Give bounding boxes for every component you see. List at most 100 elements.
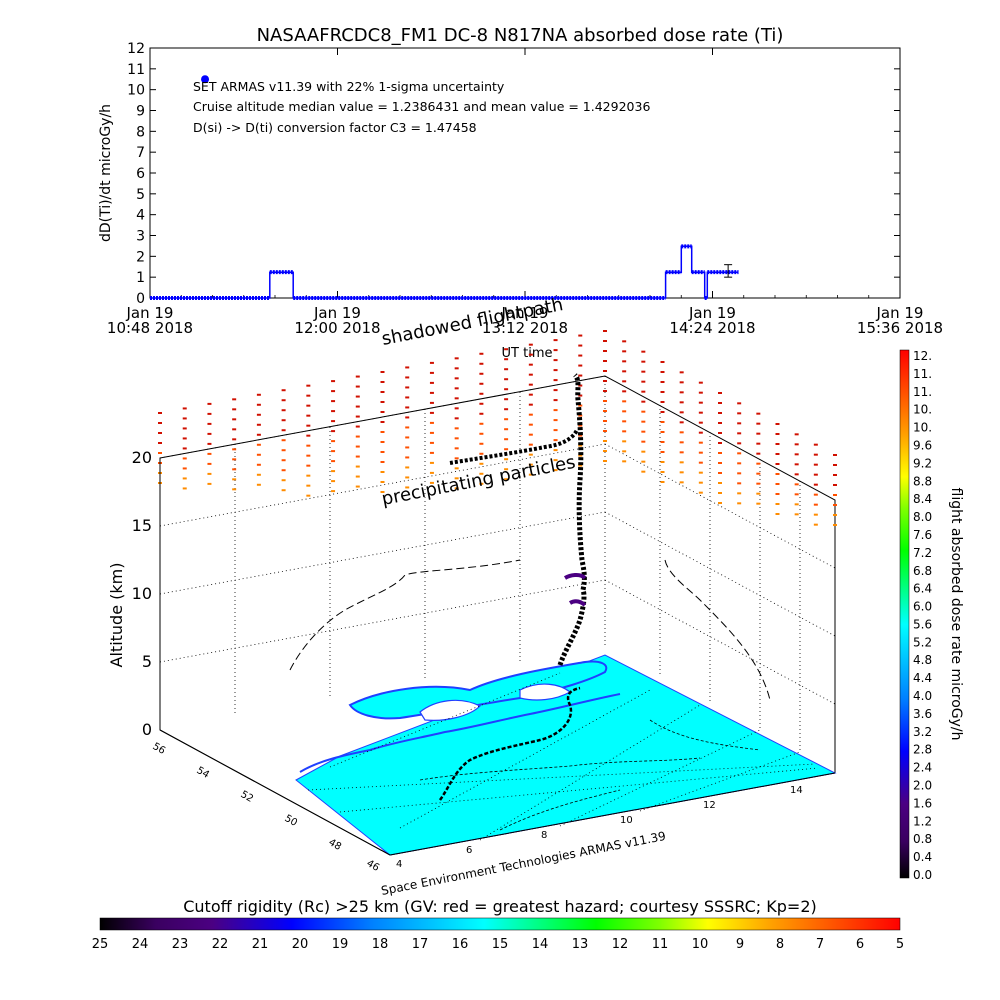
- latitude-tick-54: 54: [195, 765, 212, 781]
- cutoff-rigidity-tick: 22: [212, 937, 229, 952]
- altitude-10-right-gridline: [604, 511, 836, 637]
- longitude-tick-8: 8: [541, 830, 547, 841]
- particle-column: [504, 348, 509, 481]
- cutoff-rigidity-tick: 19: [332, 937, 349, 952]
- map-floor: [295, 654, 837, 856]
- particle-column: [775, 423, 780, 515]
- dose-rate-colorbar-tick: 2.8: [913, 743, 932, 757]
- annotation-line-3: D(si) -> D(ti) conversion factor C3 = 1.…: [193, 120, 477, 135]
- y-tick-label-4: 4: [136, 208, 145, 224]
- cutoff-rigidity-tick: 15: [492, 937, 509, 952]
- cutoff-rigidity-labels: 25 24 23 22 21 20 19 18 17 16 15 14 13 12 11 10 9 8 7 6 5: [92, 937, 904, 952]
- dose-rate-colorbar-tick: 5.2: [913, 635, 932, 649]
- cutoff-rigidity-tick: 7: [816, 937, 824, 952]
- cutoff-rigidity-title: Cutoff rigidity (Rc) >25 km (GV: red = g…: [183, 897, 817, 916]
- particle-column: [679, 371, 684, 484]
- particle-column: [331, 380, 336, 493]
- particle-column: [737, 402, 742, 505]
- dose-rate-colorbar-tick: 9.2: [913, 456, 932, 470]
- particle-column: [794, 433, 799, 516]
- cutoff-rigidity-tick: 21: [252, 937, 269, 952]
- dose-rate-colorbar-tick: 9.6: [913, 438, 932, 452]
- cutoff-rigidity-tick: 18: [372, 937, 389, 952]
- legend-marker: [201, 75, 210, 84]
- particle-column: [281, 389, 286, 492]
- cutoff-rigidity-tick: 12: [612, 937, 629, 952]
- cutoff-rigidity-tick: 20: [292, 937, 309, 952]
- dose-rate-colorbar-tick: 8.4: [913, 492, 932, 506]
- x-tick-label-time-4: 15:36 2018: [857, 319, 943, 337]
- dose-rate-colorbar-tick: 10.: [913, 403, 932, 417]
- x-tick-label-time-1: 12:00 2018: [294, 319, 380, 337]
- dose-rate-colorbar-tick: 12.: [913, 349, 932, 363]
- latitude-tick-46: 46: [365, 858, 382, 874]
- dose-rate-colorbar-tick: 2.4: [913, 761, 932, 775]
- shadowed-flightpath-left: [289, 559, 521, 671]
- y-tick-label-2: 2: [136, 249, 145, 265]
- x-tick-label-date-4: Jan 19: [876, 304, 924, 322]
- flight-ground-track: [438, 686, 581, 801]
- cutoff-rigidity-tick: 17: [412, 937, 429, 952]
- shadowed-flightpath-right: [664, 559, 771, 701]
- flight-altitude-trace: [557, 373, 587, 666]
- map-ocean-background: [295, 654, 837, 856]
- dose-rate-colorbar-tick: 10.: [913, 421, 932, 435]
- y-tick-label-7: 7: [136, 145, 145, 161]
- particle-column: [603, 330, 607, 462]
- altitude-15-gridline: [159, 443, 606, 527]
- dose-rate-colorbar-tick: 11.: [913, 367, 932, 381]
- y-tick-label-3: 3: [136, 229, 145, 245]
- particle-column: [718, 392, 722, 504]
- particle-column: [405, 366, 410, 489]
- y-tick-label-5: 5: [136, 187, 145, 203]
- cutoff-rigidity-tick: 6: [856, 937, 864, 952]
- longitude-tick-12: 12: [703, 800, 716, 811]
- dose-rate-colorbar-title: flight absorbed dose rate microGy/h: [948, 488, 964, 741]
- altitude-tick-15: 15: [132, 516, 152, 535]
- latitude-tick-50: 50: [283, 813, 300, 829]
- dose-rate-colorbar-tick: 0.4: [913, 850, 932, 864]
- cutoff-rigidity-tick: 10: [692, 937, 709, 952]
- cutoff-rigidity-colorbar: Cutoff rigidity (Rc) >25 km (GV: red = g…: [92, 897, 904, 952]
- dose-rate-colorbar-labels: 12. 11. 11. 10. 10. 9.6 9.2 8.8 8.4 8.0 7.6 7.2 6.8 6…: [913, 349, 932, 882]
- altitude-tick-5: 5: [142, 652, 152, 671]
- timeseries-x-axis-label: UT time: [502, 346, 553, 361]
- particle-column: [454, 357, 459, 490]
- particle-column: [256, 393, 261, 486]
- x-tick-label-time-3: 14:24 2018: [669, 319, 755, 337]
- latitude-tick-56: 56: [151, 741, 168, 757]
- flight-3d-panel: 0 5 10 15 20 Altitude (km) 56 54 52 50 4…: [107, 294, 837, 898]
- flight-altitude-trace-high-dose: [563, 573, 587, 607]
- dose-rate-colorbar-tick: 1.2: [913, 814, 932, 828]
- altitude-tick-20: 20: [132, 448, 152, 467]
- cutoff-rigidity-tick: 16: [452, 937, 469, 952]
- dose-rate-colorbar-tick: 0.0: [913, 868, 932, 882]
- dose-rate-colorbar-tick: 1.6: [913, 796, 932, 810]
- dose-rate-line-0: [150, 245, 739, 299]
- particle-column: [756, 412, 761, 505]
- x-tick-label-time-2: 13:12 2018: [482, 319, 568, 337]
- dose-rate-colorbar: 12. 11. 11. 10. 10. 9.6 9.2 8.8 8.4 8.0 7.6 7.2 6.8 6…: [899, 349, 964, 882]
- y-tick-label-12: 12: [127, 41, 145, 57]
- y-tick-label-1: 1: [136, 270, 145, 286]
- cutoff-rigidity-tick: 11: [652, 937, 669, 952]
- cutoff-rigidity-tick: 25: [92, 937, 109, 952]
- particle-column: [207, 402, 212, 485]
- dose-rate-colorbar-tick: 3.6: [913, 707, 932, 721]
- particle-column: [698, 381, 703, 494]
- altitude-tick-10: 10: [132, 584, 152, 603]
- particle-column: [528, 343, 533, 476]
- y-tick-label-9: 9: [136, 104, 145, 120]
- annotation-line-1: SET ARMAS v11.39 with 22% 1-sigma uncert…: [193, 79, 505, 94]
- particle-column: [660, 361, 665, 483]
- particle-column: [380, 371, 385, 493]
- annotation-line-2: Cruise altitude median value = 1.2386431…: [193, 99, 650, 114]
- x-tick-label-time-0: 10:48 2018: [107, 319, 193, 337]
- x-tick-label-date-2: Jan 19: [501, 304, 549, 322]
- dose-rate-series: [150, 244, 739, 300]
- longitude-tick-6: 6: [466, 845, 472, 856]
- particle-column: [232, 398, 237, 491]
- dose-rate-colorbar-tick: 6.8: [913, 564, 932, 578]
